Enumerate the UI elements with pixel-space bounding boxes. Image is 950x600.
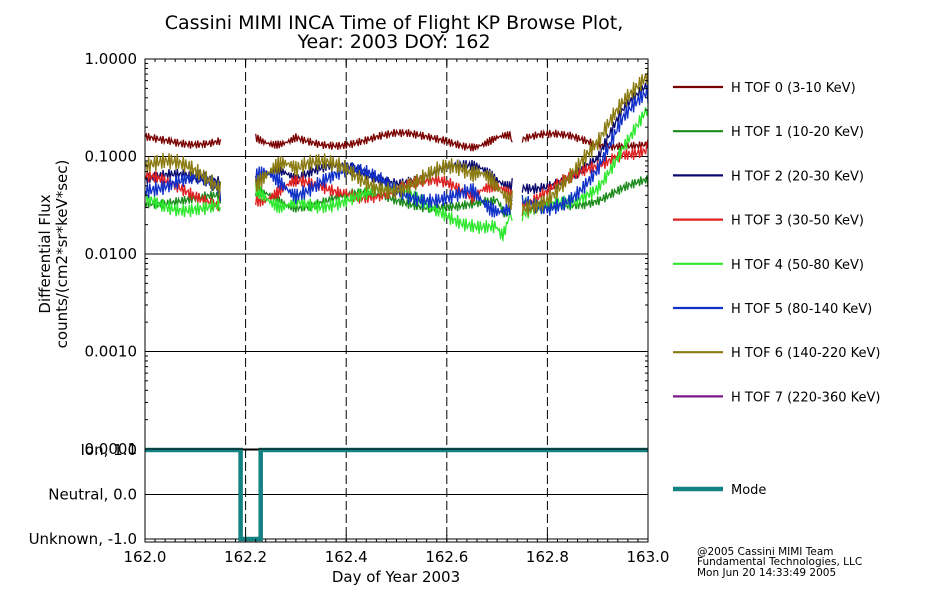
flux-series-line	[144, 132, 222, 150]
flux-ylabel-line2: counts/(cm2*sr*keV*sec)	[53, 160, 71, 349]
x-tick-label: 162.4	[325, 548, 368, 566]
x-tick-label: 162.0	[124, 548, 167, 566]
flux-series-line	[521, 139, 649, 211]
mode-plot-frame	[144, 448, 649, 543]
legend-label: Mode	[731, 483, 766, 498]
flux-ylabel-line1: Differential Flux	[36, 194, 54, 313]
x-tick-label: 162.2	[224, 548, 267, 566]
flux-series-line	[144, 170, 222, 212]
mode-y-tick-label: Ion, 1.0	[81, 441, 138, 459]
flux-y-tick-label: 1.0000	[85, 50, 138, 68]
legend-label: H TOF 1 (10-20 KeV)	[731, 125, 864, 140]
legend-label: H TOF 0 (3-10 KeV)	[731, 81, 856, 96]
mode-panel: Ion, 1.0 Neutral, 0.0 Unknown, -1.0	[29, 441, 649, 548]
chart-title-line1: Cassini MIMI INCA Time of Flight KP Brow…	[165, 12, 624, 34]
footer-line3: Mon Jun 20 14:33:49 2005	[697, 567, 836, 579]
flux-series-line	[255, 128, 513, 152]
mode-y-tick-label: Unknown, -1.0	[29, 530, 137, 548]
x-tick-label: 162.8	[526, 548, 569, 566]
legend-label: H TOF 6 (140-220 KeV)	[731, 346, 880, 361]
flux-series-line	[255, 187, 513, 218]
flux-y-tick-label: 0.1000	[85, 148, 138, 166]
flux-series-line	[144, 191, 222, 218]
flux-series-line	[144, 169, 222, 202]
mode-y-tick-label: Neutral, 0.0	[48, 486, 137, 504]
flux-series-line	[255, 153, 513, 211]
flux-y-tick-label: 0.0010	[85, 343, 138, 361]
legend-label: H TOF 4 (50-80 KeV)	[731, 258, 864, 273]
chart-title-line2: Year: 2003 DOY: 162	[296, 31, 490, 53]
legend-label: H TOF 5 (80-140 KeV)	[731, 302, 872, 317]
mode-series-line	[145, 447, 648, 542]
flux-y-tick-label: 0.0100	[85, 245, 138, 263]
flux-series-line	[255, 159, 513, 193]
flux-series-line	[144, 152, 222, 197]
flux-y-tick-label: 0.0001	[85, 440, 138, 458]
legend-label: H TOF 7 (220-360 KeV)	[731, 390, 880, 405]
x-tick-label: 163.0	[627, 548, 670, 566]
flux-series-line	[521, 68, 649, 217]
flux-panel: 1.0000 0.1000 0.0100 0.0010 0.0001 Different…	[36, 50, 649, 458]
x-tick-label: 162.6	[425, 548, 468, 566]
legend-label: H TOF 2 (20-30 KeV)	[731, 169, 864, 184]
x-axis-label: Day of Year 2003	[332, 568, 460, 586]
footer-line1: @2005 Cassini MIMI Team	[697, 546, 834, 558]
footer-line2: Fundamental Technologies, LLC	[697, 556, 862, 568]
flux-series-line	[255, 162, 513, 218]
legend-label: H TOF 3 (30-50 KeV)	[731, 214, 864, 229]
